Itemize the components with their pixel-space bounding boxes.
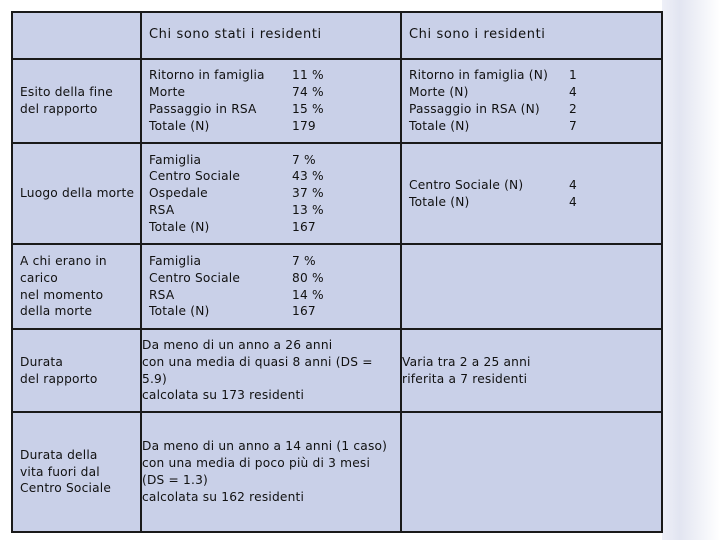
text-line: 5.9) — [142, 371, 400, 388]
stat-value: 4 — [557, 177, 577, 194]
stat-label: Centro Sociale — [149, 270, 292, 287]
row-label-line: Centro Sociale — [20, 480, 140, 497]
row-label-line: Durata — [20, 354, 140, 371]
stat-value: 179 — [292, 118, 332, 135]
row-label-line: carico — [20, 270, 140, 287]
text-line: Varia tra 2 a 25 anni — [402, 354, 661, 371]
header-row: Chi sono stati i residenti Chi sono i re… — [12, 12, 662, 59]
row-label-line: del rapporto — [20, 101, 140, 118]
stat-value: 14 % — [292, 287, 332, 304]
row-label-line: nel momento — [20, 287, 140, 304]
text-line: (DS = 1.3) — [142, 472, 400, 489]
row-label-line: Durata della — [20, 447, 140, 464]
stat-value: 80 % — [292, 270, 332, 287]
row-label-line: Esito della fine — [20, 84, 140, 101]
header-chi-sono: Chi sono i residenti — [401, 12, 662, 59]
row-label-line: della morte — [20, 303, 140, 320]
table-row: A chi erano in carico nel momento della … — [12, 244, 662, 329]
row-label-durata-rapporto: Durata del rapporto — [12, 329, 141, 412]
cell-durata-vita-residenti-empty — [401, 412, 662, 532]
row-label-line: A chi erano in — [20, 253, 140, 270]
stat-label: Ritorno in famiglia (N) — [409, 67, 557, 84]
cell-durata-rapporto-stati: Da meno di un anno a 26 anni con una med… — [141, 329, 401, 412]
stat-value: 15 % — [292, 101, 332, 118]
cell-esito-stati: Ritorno in famiglia Morte Passaggio in R… — [141, 59, 401, 143]
stat-value: 167 — [292, 303, 332, 320]
stat-value: 7 — [557, 118, 577, 135]
row-label-line: Luogo della morte — [20, 185, 140, 202]
stat-label: RSA — [149, 287, 292, 304]
stat-value: 74 % — [292, 84, 332, 101]
stat-label: Totale (N) — [409, 118, 557, 135]
row-label-line: del rapporto — [20, 371, 140, 388]
stat-label: Famiglia — [149, 253, 292, 270]
table-row: Durata della vita fuori dal Centro Socia… — [12, 412, 662, 532]
stat-label: RSA — [149, 202, 292, 219]
table-row: Durata del rapporto Da meno di un anno a… — [12, 329, 662, 412]
cell-durata-rapporto-residenti: Varia tra 2 a 25 anni riferita a 7 resid… — [401, 329, 662, 412]
stat-value: 13 % — [292, 202, 332, 219]
stat-label: Morte — [149, 84, 292, 101]
row-label-luogo: Luogo della morte — [12, 143, 141, 244]
stat-value: 4 — [557, 84, 577, 101]
stat-label: Passaggio in RSA (N) — [409, 101, 557, 118]
residents-table: Chi sono stati i residenti Chi sono i re… — [11, 11, 663, 533]
row-label-esito: Esito della fine del rapporto — [12, 59, 141, 143]
stat-label: Centro Sociale — [149, 168, 292, 185]
stat-value: 37 % — [292, 185, 332, 202]
text-line: Da meno di un anno a 14 anni (1 caso) — [142, 438, 400, 455]
cell-carico-residenti-empty — [401, 244, 662, 329]
stat-label: Famiglia — [149, 152, 292, 169]
stat-label: Totale (N) — [409, 194, 557, 211]
stat-value: 43 % — [292, 168, 332, 185]
row-label-durata-vita: Durata della vita fuori dal Centro Socia… — [12, 412, 141, 532]
text-line: riferita a 7 residenti — [402, 371, 661, 388]
cell-carico-stati: Famiglia Centro Sociale RSA Totale (N) 7… — [141, 244, 401, 329]
cell-esito-residenti: Ritorno in famiglia (N) Morte (N) Passag… — [401, 59, 662, 143]
stat-label: Ospedale — [149, 185, 292, 202]
stat-value: 2 — [557, 101, 577, 118]
text-line: Da meno di un anno a 26 anni — [142, 337, 400, 354]
stat-label: Passaggio in RSA — [149, 101, 292, 118]
text-line: con una media di poco più di 3 mesi — [142, 455, 400, 472]
row-label-line: vita fuori dal — [20, 464, 140, 481]
table-row: Esito della fine del rapporto Ritorno in… — [12, 59, 662, 143]
text-line: calcolata su 173 residenti — [142, 387, 400, 404]
stat-label: Totale (N) — [149, 118, 292, 135]
header-chi-sono-stati: Chi sono stati i residenti — [141, 12, 401, 59]
stat-value: 7 % — [292, 253, 332, 270]
text-line: calcolata su 162 residenti — [142, 489, 400, 506]
header-empty-cell — [12, 12, 141, 59]
stat-label: Ritorno in famiglia — [149, 67, 292, 84]
text-line: con una media di quasi 8 anni (DS = — [142, 354, 400, 371]
stat-value: 167 — [292, 219, 332, 236]
stat-label: Totale (N) — [149, 303, 292, 320]
stat-value: 4 — [557, 194, 577, 211]
cell-luogo-stati: Famiglia Centro Sociale Ospedale RSA Tot… — [141, 143, 401, 244]
cell-durata-vita-stati: Da meno di un anno a 14 anni (1 caso) co… — [141, 412, 401, 532]
stat-label: Totale (N) — [149, 219, 292, 236]
stat-label: Centro Sociale (N) — [409, 177, 557, 194]
stat-value: 11 % — [292, 67, 332, 84]
stat-value: 7 % — [292, 152, 332, 169]
stat-value: 1 — [557, 67, 577, 84]
cell-luogo-residenti: Centro Sociale (N) Totale (N) 4 4 — [401, 143, 662, 244]
side-gradient-panel — [662, 0, 720, 540]
row-label-carico: A chi erano in carico nel momento della … — [12, 244, 141, 329]
stat-label: Morte (N) — [409, 84, 557, 101]
table-row: Luogo della morte Famiglia Centro Social… — [12, 143, 662, 244]
